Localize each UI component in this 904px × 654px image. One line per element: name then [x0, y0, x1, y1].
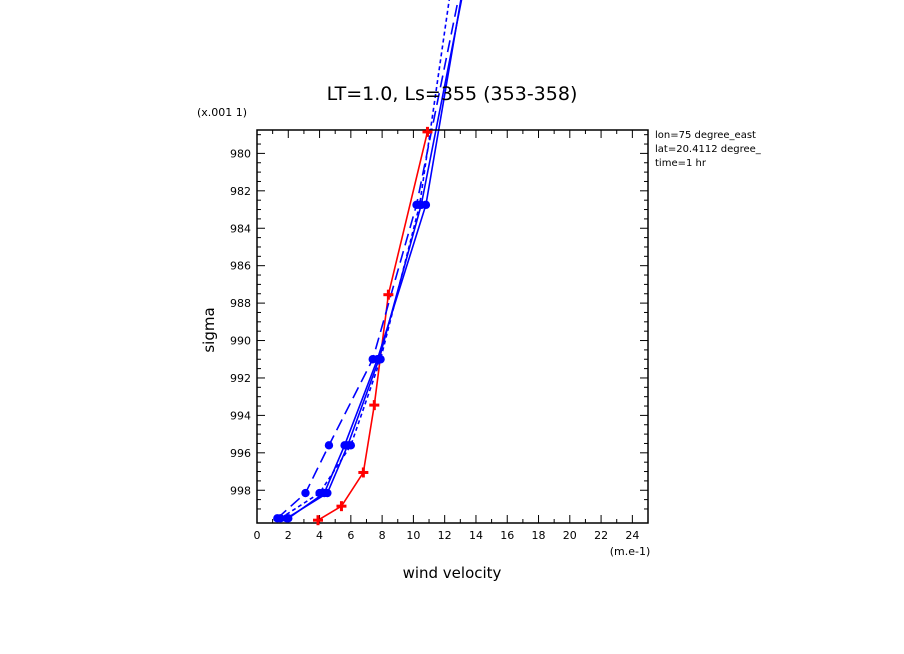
- series-marker-3: [368, 355, 377, 364]
- series-marker-0: [383, 289, 394, 300]
- series-marker-4: [315, 488, 324, 498]
- series-marker-4: [376, 355, 385, 364]
- series-marker-4: [276, 514, 285, 523]
- y-tick-label: 994: [230, 409, 251, 422]
- series-marker-0: [422, 126, 433, 137]
- ticks-layer: 0 2 4 6 8 10 12 14 16 18 20 22 249809829849869889909…: [230, 130, 649, 542]
- x-tick-label: 12: [438, 529, 452, 542]
- series-layer: [276, 0, 463, 521]
- x-tick-label: 20: [563, 529, 577, 542]
- series-marker-4: [346, 441, 356, 450]
- x-tick-label: 2: [285, 529, 292, 542]
- series-marker-0: [358, 467, 369, 478]
- x-tick-label: 6: [347, 529, 354, 542]
- info-lon: lon=75 degree_east: [655, 130, 756, 141]
- series-marker-2: [284, 514, 293, 523]
- info-time: time=1 hr: [655, 158, 707, 169]
- y-tick-label: 992: [230, 372, 251, 385]
- x-tick-label: 22: [594, 529, 608, 542]
- y-tick-label: 984: [230, 222, 251, 235]
- x-tick-label: 14: [469, 529, 483, 542]
- series-marker-2: [421, 200, 431, 210]
- y-tick-label: 982: [230, 185, 251, 198]
- x-tick-label: 18: [532, 529, 546, 542]
- plot-frame: [256, 129, 649, 524]
- series-line-0: [317, 131, 429, 521]
- marker-layer: [273, 126, 433, 526]
- y-tick-label: 986: [230, 260, 251, 273]
- series-marker-3: [301, 488, 310, 498]
- y-tick-label: 990: [230, 335, 251, 348]
- series-marker-2: [340, 441, 349, 450]
- series-marker-0: [369, 400, 380, 411]
- x-tick-label: 0: [254, 529, 261, 542]
- y-tick-label: 980: [230, 147, 251, 160]
- x-tick-label: 24: [625, 529, 639, 542]
- x-unit-label: (m.e-1): [610, 545, 651, 558]
- y-axis-label: sigma: [200, 307, 218, 352]
- x-axis-label: wind velocity: [403, 564, 502, 582]
- series-marker-3: [324, 441, 334, 450]
- series-line-2: [287, 0, 462, 519]
- x-tick-label: 4: [316, 529, 323, 542]
- x-tick-label: 16: [500, 529, 514, 542]
- series-line-3: [276, 0, 459, 519]
- x-tick-label: 10: [406, 529, 420, 542]
- chart-title: LT=1.0, Ls=355 (353-358): [327, 83, 578, 105]
- series-marker-4: [415, 200, 424, 210]
- y-scale-label: (x.001 1): [197, 106, 247, 119]
- series-line-4: [280, 0, 451, 519]
- y-tick-label: 998: [230, 484, 251, 497]
- y-tick-label: 988: [230, 297, 251, 310]
- series-marker-0: [336, 501, 347, 512]
- series-marker-0: [312, 515, 323, 526]
- y-tick-label: 996: [230, 447, 251, 460]
- series-line-1: [286, 0, 463, 520]
- x-tick-label: 8: [379, 529, 386, 542]
- info-lat: lat=20.4112 degree_: [655, 144, 762, 155]
